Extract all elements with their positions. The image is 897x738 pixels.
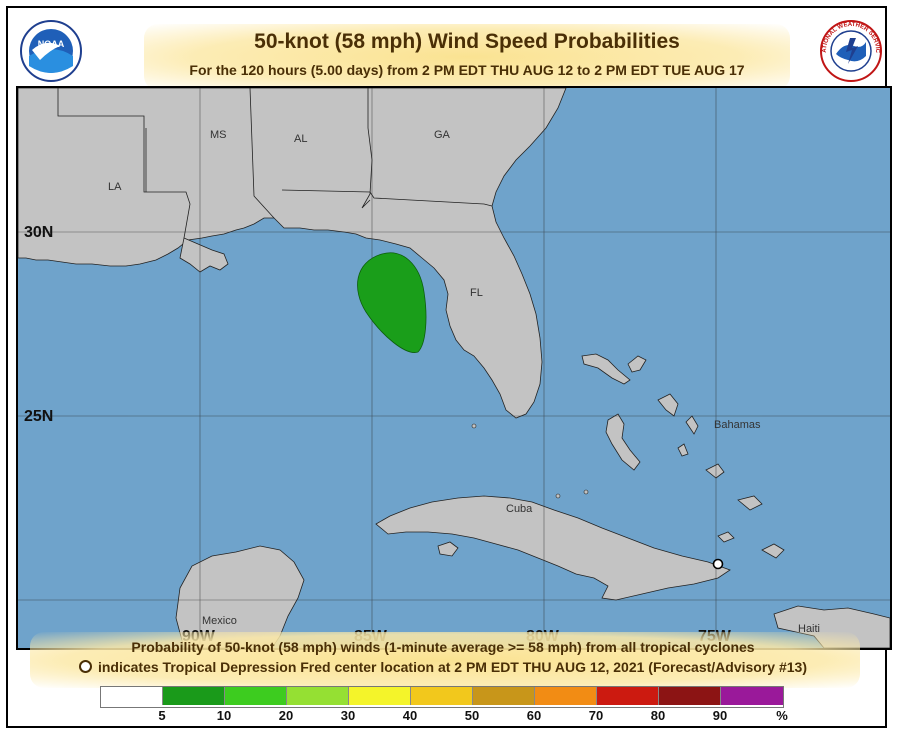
probability-area: [357, 252, 427, 353]
legend-label: 5: [158, 708, 166, 723]
legend-swatch: [349, 687, 411, 705]
footer-marker-text: indicates Tropical Depression Fred cente…: [97, 659, 808, 675]
state-boundaries: [57, 88, 493, 239]
mexico: [175, 545, 305, 648]
legend-label: 80: [650, 708, 666, 723]
legend-label: 70: [588, 708, 604, 723]
small-islands: [471, 423, 589, 499]
map-canvas: LA MS AL GA FL Bahamas Cuba Mexico Haiti: [18, 88, 890, 648]
page-title: 50-knot (58 mph) Wind Speed Probabilitie…: [254, 30, 680, 53]
legend-swatch: [473, 687, 535, 705]
color-legend: [100, 686, 784, 708]
noaa-logo: NOAA: [20, 20, 82, 82]
label-ga: GA: [434, 129, 451, 141]
mississippi-delta: [179, 237, 229, 273]
footer-description: Probability of 50-knot (58 mph) winds (1…: [131, 639, 755, 655]
isle-of-youth: [437, 541, 459, 557]
legend-swatch: [163, 687, 225, 705]
wind-probability-map: LA MS AL GA FL Bahamas Cuba Mexico Haiti…: [16, 86, 892, 650]
label-ms: MS: [210, 129, 227, 141]
bahamas-islands: [581, 353, 785, 559]
label-la: LA: [108, 181, 122, 193]
legend-label: %: [776, 708, 788, 723]
us-mainland: [18, 88, 567, 419]
footer-marker-note: indicates Tropical Depression Fred cente…: [8, 659, 878, 675]
legend-label: 10: [216, 708, 232, 723]
center-marker-icon: [78, 660, 92, 673]
title-highlight: [144, 24, 790, 90]
nws-logo: NATIONAL WEATHER SERVICE: [818, 16, 882, 82]
label-mexico: Mexico: [202, 615, 237, 627]
header: 50-knot (58 mph) Wind Speed Probabilitie…: [8, 8, 889, 90]
legend-swatch: [411, 687, 473, 705]
page-subtitle: For the 120 hours (5.00 days) from 2 PM …: [189, 62, 745, 78]
legend-labels: 5 10 20 30 40 50 60 70 80 90%: [0, 708, 897, 724]
graphic-frame: 50-knot (58 mph) Wind Speed Probabilitie…: [6, 6, 892, 728]
cuba: [375, 495, 731, 601]
lat-label-30n: 30N: [24, 224, 54, 241]
legend-swatch: [535, 687, 597, 705]
legend-label: 60: [526, 708, 542, 723]
noaa-logo-text: NOAA: [38, 39, 65, 49]
legend-label: 50: [464, 708, 480, 723]
legend-swatch: [597, 687, 659, 705]
legend-swatch: [721, 687, 783, 705]
legend-label: 90: [712, 708, 728, 723]
footer-highlight: [30, 632, 860, 688]
legend-swatch: [287, 687, 349, 705]
legend-label: 20: [278, 708, 294, 723]
graticule: [18, 88, 890, 648]
label-al: AL: [294, 133, 307, 145]
hispaniola: [773, 605, 890, 648]
legend-label: 30: [340, 708, 356, 723]
legend-label: 40: [402, 708, 418, 723]
storm-center-marker: [712, 558, 724, 570]
legend-swatch: [659, 687, 721, 705]
label-cuba: Cuba: [506, 503, 533, 515]
legend-swatch: [225, 687, 287, 705]
legend-swatch: [101, 687, 163, 705]
lat-label-25n: 25N: [24, 408, 54, 425]
label-bahamas: Bahamas: [714, 419, 761, 431]
label-fl: FL: [470, 287, 483, 299]
